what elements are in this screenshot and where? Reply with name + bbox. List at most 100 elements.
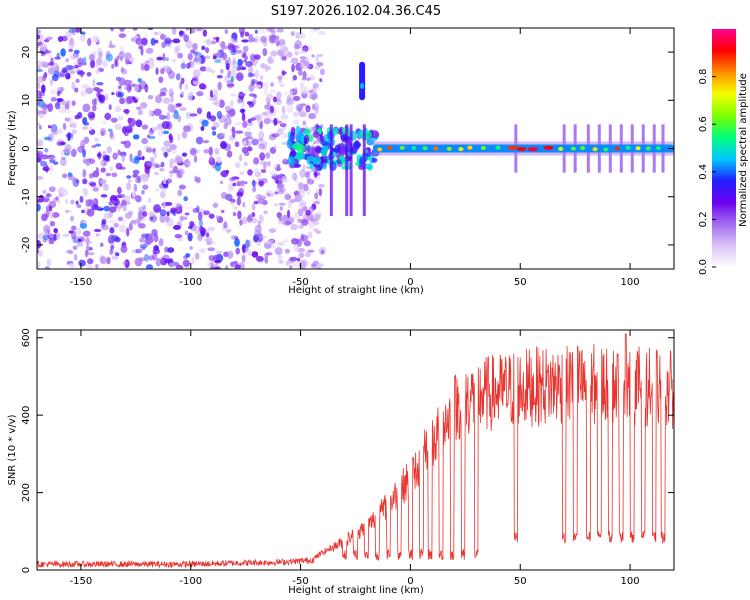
spectrogram-cell — [286, 104, 294, 114]
spectrogram-cell — [100, 167, 106, 173]
spectrogram-cell — [100, 194, 108, 198]
spectrogram-cell — [244, 31, 250, 37]
spectrogram-cell — [164, 201, 173, 206]
spectrogram-cell — [73, 49, 80, 55]
spectrogram-cell — [109, 251, 113, 255]
spectrogram-cell — [289, 256, 298, 262]
spectrogram-cell — [259, 75, 264, 81]
spectrogram-cell — [153, 151, 158, 159]
spectrogram-cell — [166, 148, 172, 153]
spectrogram-cell — [225, 193, 233, 201]
spectrogram-cell — [75, 78, 80, 84]
spectrogram-cell — [181, 152, 188, 157]
spectrogram-carrier-blob — [387, 145, 393, 150]
spectrogram-cell — [68, 172, 73, 177]
spectrogram-cell — [118, 85, 122, 89]
spectrogram-cell — [313, 66, 321, 70]
spectrogram-cell — [56, 97, 64, 102]
spectrogram-cell — [205, 47, 210, 54]
spectrogram-cell — [134, 83, 139, 92]
spectrogram-cell — [259, 160, 265, 166]
spectrogram-cell — [95, 263, 99, 269]
spectrogram-cell — [241, 255, 246, 264]
spectrogram-carrier-blob — [655, 146, 661, 151]
spectrogram-cell — [296, 257, 301, 262]
snr-series-line — [37, 333, 674, 569]
spectrogram-cell — [212, 101, 219, 106]
spectrogram-cell — [100, 159, 107, 167]
spectrogram-cell — [56, 90, 61, 97]
spectrogram-cell — [95, 143, 102, 147]
spectrogram-cell — [254, 29, 258, 34]
spectrogram-cell — [259, 152, 266, 161]
spectrogram-carrier-blob — [625, 145, 631, 150]
spectrogram-cell — [169, 158, 176, 164]
x-tick-label: -100 — [179, 277, 202, 288]
spectrogram-cell — [94, 137, 100, 143]
spectrogram-cell — [299, 103, 307, 107]
spectrogram-cell — [56, 52, 60, 58]
spectrogram-cell — [205, 55, 211, 59]
spectrogram-cell — [135, 96, 141, 101]
spectrogram-carrier-blob — [467, 145, 473, 150]
spectrogram-cell — [306, 107, 311, 112]
spectrogram-cell — [237, 58, 241, 68]
spectrogram-cell — [223, 221, 228, 229]
spectrogram-cell — [234, 162, 241, 168]
spectrogram-cell — [172, 38, 181, 44]
spectrogram-cell — [141, 138, 149, 145]
spectrogram-cell — [265, 65, 272, 71]
spectrogram-cell — [217, 81, 222, 91]
spectrogram-cell — [261, 144, 267, 151]
spectrogram-cell — [262, 81, 269, 90]
spectrogram-cell — [210, 261, 214, 268]
spectrogram-cell — [148, 129, 154, 135]
spectrogram-cell — [285, 220, 292, 226]
spectrogram-cell — [234, 238, 240, 247]
spectrogram-cell — [208, 146, 213, 156]
spectrogram-cell — [177, 189, 183, 197]
spectrogram-cell — [314, 170, 318, 179]
spectrogram-carrier-blob — [558, 146, 564, 151]
spectrogram-cell — [131, 190, 137, 199]
spectrogram-cell — [196, 205, 200, 212]
spectrogram-cell — [160, 188, 168, 192]
spectrogram-cell — [99, 178, 107, 185]
spectrogram-cell — [281, 69, 285, 77]
spectrogram-cell — [194, 252, 200, 260]
spectrogram-carrier-blob — [422, 146, 428, 151]
spectrogram-cell — [170, 96, 174, 103]
spectrogram-cell — [37, 156, 42, 163]
spectrogram-cell — [208, 213, 215, 219]
spectrogram-cell — [219, 180, 224, 185]
spectrogram-cell — [183, 125, 191, 132]
x-tick-label: 100 — [621, 277, 640, 288]
spectrogram-cell — [242, 120, 248, 129]
spectrogram-cell — [149, 156, 155, 163]
spectrogram-cell — [50, 89, 57, 95]
x-tick-label: -100 — [179, 576, 202, 587]
spectrogram-cell — [281, 55, 287, 60]
spectrogram-cell — [117, 203, 121, 213]
spectrogram-cell — [313, 163, 321, 168]
spectrogram-cell — [151, 163, 158, 167]
spectrogram-cell — [164, 151, 168, 159]
spectrogram-cell — [128, 118, 136, 127]
spectrogram-cell — [169, 170, 176, 174]
spectrogram-cell — [71, 123, 78, 129]
spectrogram-cell — [284, 194, 292, 200]
spectrogram-cell — [212, 88, 219, 98]
spectrogram-cell — [265, 189, 274, 196]
spectrogram-cell — [37, 203, 41, 212]
spectrogram-cell — [160, 145, 169, 152]
spectrogram-cell — [298, 203, 306, 209]
spectrogram-cell — [158, 238, 164, 247]
spectrogram-cell — [183, 196, 188, 202]
spectrogram-cell — [316, 263, 324, 267]
spectrogram-cell — [141, 190, 145, 195]
spectrogram-cell — [143, 64, 150, 72]
spectrogram-cell — [211, 69, 216, 74]
spectrogram-cell — [117, 186, 122, 195]
spectrogram-cell — [100, 128, 106, 136]
